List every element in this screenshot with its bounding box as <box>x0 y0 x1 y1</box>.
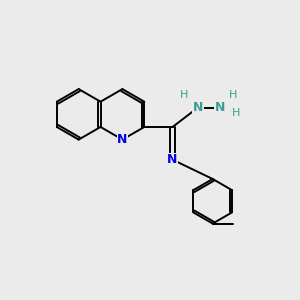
Text: N: N <box>117 133 128 146</box>
Text: H: H <box>228 90 237 100</box>
Text: N: N <box>193 101 203 114</box>
Text: N: N <box>167 153 178 166</box>
Text: H: H <box>232 108 241 118</box>
Text: N: N <box>215 101 225 114</box>
Text: H: H <box>180 90 189 100</box>
